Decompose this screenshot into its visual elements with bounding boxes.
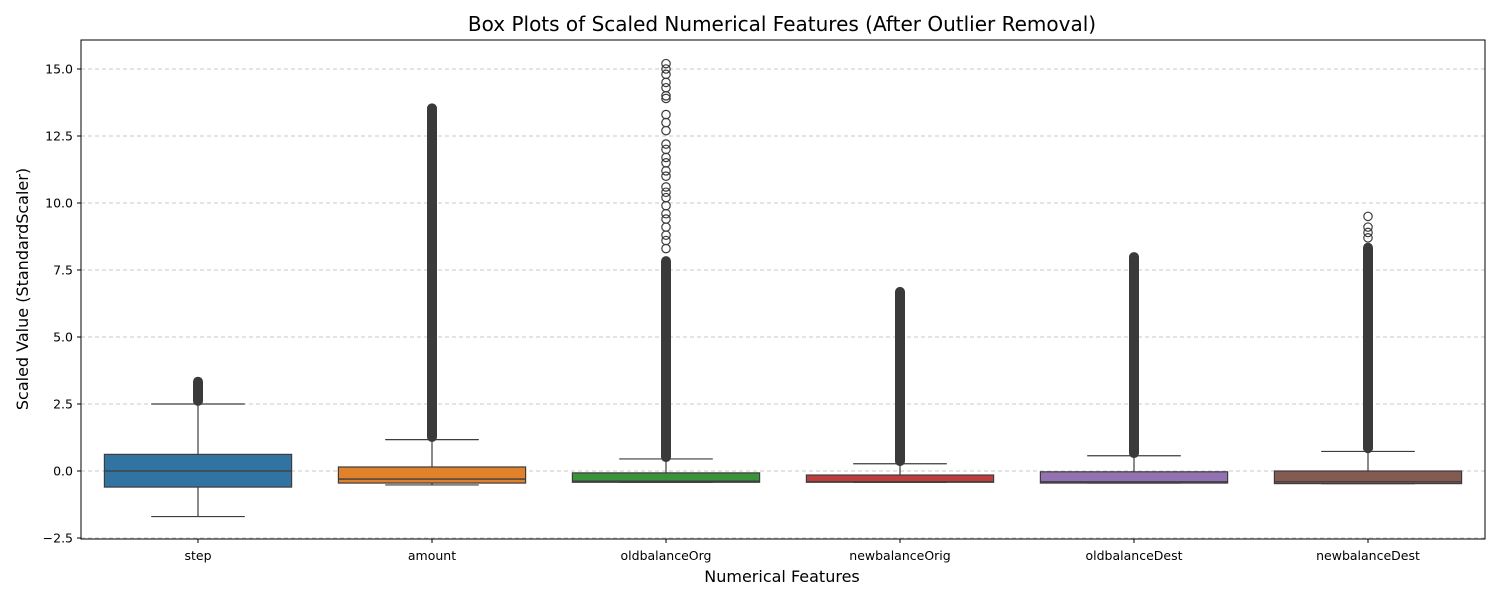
box-amount	[337, 103, 527, 486]
outlier-point	[661, 109, 671, 120]
x-axis: step amount oldbalanceOrg newbalanceOrig old…	[184, 539, 1420, 563]
y-tick-label: −2.5	[43, 531, 73, 546]
outlier-point	[661, 222, 671, 232]
y-tick-label: 5.0	[53, 330, 73, 345]
box-oldbalanceOrg	[571, 58, 761, 483]
outlier-point	[661, 82, 671, 93]
outlier-point	[661, 235, 671, 246]
x-tick-label: oldbalanceOrg	[621, 548, 712, 563]
y-tick-label: 10.0	[45, 196, 73, 211]
outlier-point	[661, 166, 671, 176]
grid-lines	[81, 68, 1485, 539]
y-tick-label: 7.5	[53, 263, 73, 278]
outlier-point	[661, 243, 671, 254]
plot-frame	[80, 39, 1486, 540]
box-body	[1273, 470, 1463, 485]
outlier-point	[1363, 227, 1373, 238]
outlier-point	[661, 125, 671, 136]
outlier-point	[661, 139, 671, 149]
y-tick-label: 0.0	[53, 464, 73, 479]
outlier-point	[1363, 222, 1373, 232]
outlier-point	[661, 93, 671, 104]
outlier-point	[661, 64, 671, 74]
box-oldbalanceDest	[1039, 252, 1229, 484]
box-newbalanceOrig	[805, 286, 995, 483]
x-tick-label: oldbalanceDest	[1086, 548, 1183, 563]
y-tick-label: 2.5	[53, 397, 73, 412]
outlier-point	[1363, 211, 1373, 222]
chart-title: Box Plots of Scaled Numerical Features (…	[468, 12, 1096, 36]
outlier-cluster	[895, 286, 905, 467]
outlier-point	[661, 171, 671, 181]
outlier-point	[661, 208, 671, 219]
y-axis: −2.5 0.0 2.5 5.0 7.5 10.0 12.5 15.0	[43, 62, 81, 546]
box-body	[1039, 471, 1229, 484]
outlier-point	[661, 214, 671, 224]
outlier-cluster	[427, 103, 437, 443]
outlier-point	[661, 144, 671, 155]
x-tick-label: newbalanceDest	[1316, 548, 1420, 563]
y-tick-label: 12.5	[45, 129, 73, 144]
box-newbalanceDest	[1273, 211, 1463, 485]
outlier-point	[661, 158, 671, 168]
outlier-point	[661, 152, 671, 163]
plot-area	[103, 58, 1463, 518]
outlier-cluster	[1363, 242, 1373, 454]
outlier-cluster	[1129, 252, 1139, 459]
outlier-point	[661, 77, 671, 88]
x-tick-label: newbalanceOrig	[849, 548, 950, 563]
x-tick-label: amount	[408, 548, 456, 563]
outlier-cluster	[193, 376, 203, 406]
box-step	[103, 376, 293, 518]
outlier-point	[661, 69, 671, 80]
box-body	[571, 472, 761, 483]
box-body	[337, 466, 527, 484]
outlier-point	[661, 117, 671, 128]
outlier-point	[661, 230, 671, 240]
outlier-point	[661, 58, 671, 69]
outlier-point	[661, 187, 671, 198]
outlier-point	[661, 182, 671, 192]
x-axis-title: Numerical Features	[704, 567, 860, 586]
outlier-cluster	[661, 256, 671, 463]
x-tick-label: step	[184, 548, 211, 563]
y-tick-label: 15.0	[45, 62, 73, 77]
y-axis-title: Scaled Value (StandardScaler)	[13, 168, 32, 410]
outlier-point	[661, 192, 671, 203]
outlier-point	[1363, 233, 1373, 243]
